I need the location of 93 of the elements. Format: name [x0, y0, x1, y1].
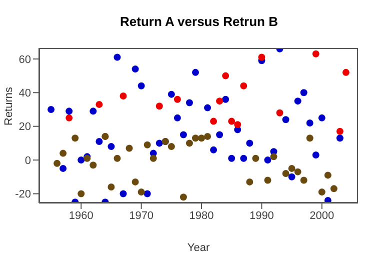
point: [78, 156, 85, 164]
x-tick-label: 2000: [310, 210, 334, 222]
point: [228, 118, 236, 125]
point: [156, 102, 163, 110]
point: [210, 118, 218, 125]
x-tick-label: 1980: [189, 210, 214, 222]
point: [90, 108, 97, 115]
point: [282, 116, 290, 124]
point: [114, 154, 121, 162]
point: [318, 114, 326, 122]
point: [300, 176, 308, 184]
point: [300, 89, 308, 96]
point: [288, 173, 296, 180]
point: [144, 190, 151, 198]
point: [168, 143, 175, 150]
point: [204, 104, 212, 112]
point: [234, 121, 242, 128]
y-axis-title: Returns: [2, 86, 15, 126]
point: [210, 146, 218, 154]
point: [288, 164, 296, 172]
point: [264, 176, 272, 184]
point: [240, 82, 248, 90]
x-axis-title: Year: [187, 242, 210, 254]
point: [294, 98, 302, 105]
point: [246, 178, 254, 186]
point: [312, 50, 320, 58]
point: [120, 190, 127, 198]
point: [174, 96, 181, 103]
x-tick-label: 1990: [249, 210, 274, 222]
point: [216, 98, 224, 105]
x-tick-label: 1970: [129, 210, 154, 222]
point: [276, 109, 284, 116]
point: [60, 150, 67, 157]
point: [186, 140, 193, 147]
point: [312, 151, 320, 158]
point: [60, 164, 67, 172]
point: [138, 188, 145, 196]
point: [222, 72, 230, 80]
y-tick-label: -20: [15, 188, 31, 201]
point: [144, 141, 151, 148]
point: [132, 178, 139, 186]
point: [90, 162, 97, 169]
point: [264, 156, 272, 164]
point: [66, 108, 73, 115]
point: [108, 183, 115, 190]
point: [138, 82, 145, 90]
point: [192, 68, 199, 76]
point: [96, 100, 103, 108]
point: [54, 160, 61, 167]
point: [270, 153, 278, 160]
point: [336, 134, 344, 142]
point: [246, 140, 254, 147]
point: [294, 168, 302, 176]
point: [156, 140, 163, 147]
point: [252, 154, 260, 162]
y-tick-label: 40: [18, 88, 31, 100]
point: [318, 188, 326, 196]
point: [186, 99, 193, 106]
chart-title: Return A versus Retrun B: [119, 14, 279, 29]
point: [114, 54, 121, 61]
y-tick-label: 20: [18, 121, 31, 134]
point: [336, 128, 344, 135]
point: [132, 66, 139, 73]
point: [216, 131, 224, 138]
y-tick-label: 60: [18, 54, 31, 66]
point: [204, 132, 212, 140]
point: [258, 54, 266, 61]
point: [240, 154, 248, 162]
point: [282, 170, 290, 178]
point: [174, 114, 181, 122]
y-tick-label: 0: [24, 154, 31, 167]
point: [150, 154, 157, 162]
point: [324, 172, 332, 179]
point: [126, 144, 133, 152]
point: [78, 190, 85, 198]
point: [222, 96, 230, 103]
point: [306, 134, 314, 142]
point: [108, 143, 115, 150]
point: [192, 134, 199, 142]
point: [48, 106, 55, 113]
point: [198, 134, 206, 142]
point: [66, 114, 73, 122]
point: [330, 185, 338, 192]
point: [168, 90, 175, 98]
point: [96, 138, 103, 146]
x-tick-label: 1960: [68, 210, 94, 222]
point: [180, 131, 187, 138]
point: [180, 194, 187, 201]
point: [72, 134, 79, 142]
point: [342, 68, 350, 76]
point: [306, 119, 314, 126]
point: [120, 92, 127, 100]
point: [228, 154, 236, 162]
